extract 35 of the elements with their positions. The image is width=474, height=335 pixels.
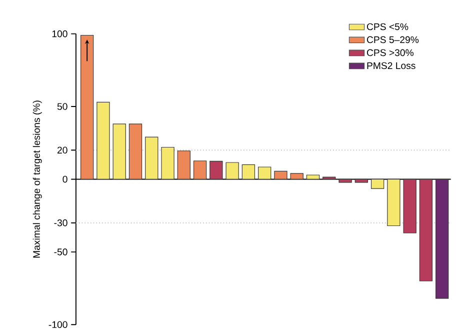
- y-axis-title: Maximal change of target lesions (%): [32, 100, 42, 258]
- y-tick-label: 0: [62, 176, 68, 182]
- bar: [306, 174, 320, 180]
- legend-label: CPS 5–29%: [366, 36, 419, 43]
- bar: [258, 166, 272, 180]
- bar: [419, 178, 433, 282]
- bar: [242, 164, 256, 180]
- bar: [387, 178, 400, 226]
- bar: [322, 176, 336, 180]
- y-tick-label: -30: [54, 219, 68, 226]
- bar: [177, 150, 190, 180]
- bar: [161, 146, 174, 180]
- legend-label: CPS >30%: [366, 49, 414, 56]
- y-tick-label: -50: [54, 248, 68, 256]
- bar: [80, 34, 94, 180]
- y-tick-label: 20: [57, 146, 68, 154]
- bar: [210, 160, 223, 180]
- legend-label: PMS2 Loss: [367, 62, 416, 69]
- bar: [290, 172, 304, 180]
- legend-label: CPS <5%: [366, 23, 408, 30]
- bar: [128, 124, 142, 180]
- y-tick-label: 50: [57, 102, 68, 110]
- bar: [96, 102, 110, 180]
- y-tick-label: -100: [48, 321, 68, 328]
- bar: [338, 178, 352, 183]
- bar: [403, 178, 416, 234]
- bar: [112, 124, 126, 180]
- bar: [274, 170, 288, 180]
- bar: [193, 160, 207, 180]
- bar: [226, 162, 239, 180]
- bar: [436, 178, 449, 299]
- bar: [354, 178, 368, 183]
- bar: [145, 136, 158, 180]
- bar: [370, 178, 384, 189]
- y-tick-label: 100: [52, 30, 68, 38]
